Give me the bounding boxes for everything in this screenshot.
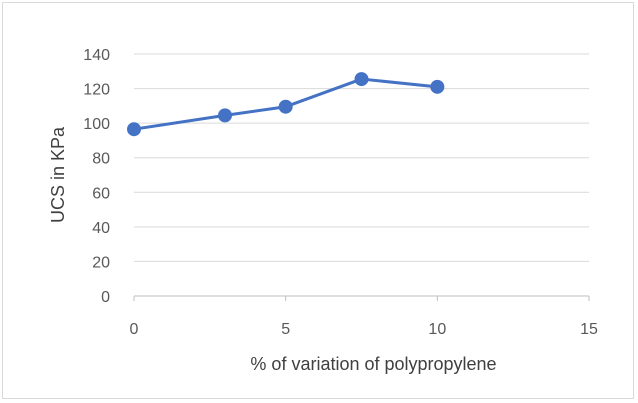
x-axis-title: % of variation of polypropylene bbox=[250, 354, 496, 374]
y-tick-label: 140 bbox=[83, 47, 110, 64]
data-point bbox=[354, 72, 369, 87]
y-tick-label: 120 bbox=[83, 82, 110, 99]
x-tick-label: 15 bbox=[580, 321, 598, 338]
y-tick-label: 100 bbox=[83, 116, 110, 133]
x-tick-label: 0 bbox=[130, 321, 139, 338]
x-tick-label: 5 bbox=[281, 321, 290, 338]
data-point bbox=[430, 79, 445, 94]
y-tick-labels: 0 20 40 60 80 100 120 140 bbox=[83, 47, 110, 306]
axes bbox=[133, 295, 590, 301]
y-tick-label: 60 bbox=[92, 185, 110, 202]
data-point bbox=[278, 99, 293, 114]
data-point bbox=[218, 108, 232, 123]
series bbox=[127, 72, 445, 137]
chart-frame bbox=[2, 2, 634, 399]
data-point bbox=[127, 122, 141, 137]
y-tick-label: 80 bbox=[92, 151, 110, 168]
x-tick-labels: 0 5 10 15 bbox=[130, 321, 598, 338]
gridlines bbox=[134, 53, 589, 262]
y-tick-label: 0 bbox=[101, 289, 110, 306]
y-tick-label: 20 bbox=[92, 254, 110, 271]
x-tick-label: 10 bbox=[428, 321, 446, 338]
y-tick-label: 40 bbox=[92, 220, 110, 237]
y-axis-title: UCS in KPa bbox=[48, 126, 68, 223]
